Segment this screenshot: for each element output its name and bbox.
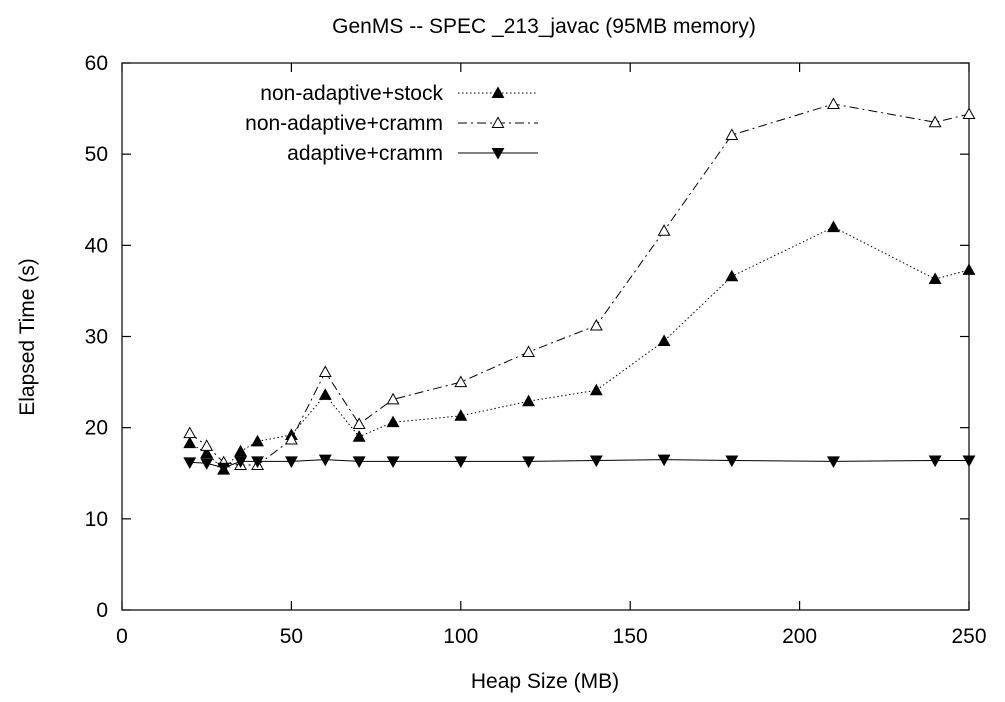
data-point — [522, 456, 536, 469]
x-tick-label: 200 — [782, 625, 817, 648]
data-point — [725, 128, 739, 141]
data-point — [200, 446, 214, 459]
data-point — [928, 115, 942, 128]
x-tick-label: 50 — [280, 625, 303, 648]
data-point — [234, 456, 248, 469]
data-point — [589, 383, 603, 396]
data-point — [200, 458, 214, 470]
data-point — [589, 318, 603, 331]
y-tick-label: 0 — [96, 599, 108, 622]
data-point — [657, 224, 671, 236]
data-point — [589, 455, 603, 468]
data-point — [725, 269, 739, 282]
y-tick-label: 40 — [85, 234, 108, 257]
data-point — [251, 434, 264, 447]
data-point — [962, 263, 976, 275]
data-point — [928, 272, 942, 285]
y-tick-label: 50 — [85, 143, 108, 166]
x-axis-title: Heap Size (MB) — [471, 670, 619, 693]
series-1 — [183, 97, 976, 471]
series-line — [189, 103, 970, 466]
legend-marker — [491, 148, 505, 160]
data-point — [386, 456, 400, 469]
data-point — [200, 439, 214, 451]
x-tick-label: 0 — [116, 625, 128, 648]
data-point — [386, 392, 400, 405]
data-point — [827, 456, 840, 469]
legend-marker — [491, 86, 505, 98]
series-group — [183, 97, 976, 475]
data-point — [657, 454, 671, 467]
x-tick-label: 250 — [951, 625, 986, 648]
y-axis-title: Elapsed Time (s) — [16, 258, 39, 416]
data-point — [318, 454, 332, 467]
data-point — [318, 388, 332, 400]
legend: non-adaptive+stock non-adaptive+cramm adap… — [245, 82, 538, 165]
data-point — [234, 444, 248, 457]
data-point — [284, 456, 298, 469]
data-point — [657, 334, 671, 347]
data-point — [827, 220, 840, 233]
data-point — [827, 97, 840, 110]
data-point — [454, 375, 468, 388]
y-tick-label: 60 — [85, 52, 108, 75]
data-point — [454, 456, 468, 469]
data-point — [386, 415, 400, 428]
data-point — [318, 365, 332, 378]
legend-label: adaptive+cramm — [287, 142, 443, 165]
data-point — [352, 417, 366, 429]
data-point — [522, 345, 536, 357]
data-point — [522, 394, 536, 407]
y-tick-label: 20 — [85, 417, 108, 440]
y-tick-label: 30 — [85, 326, 108, 349]
data-point — [928, 455, 942, 468]
y-tick-label: 10 — [85, 508, 108, 531]
data-point — [183, 457, 197, 469]
data-point — [251, 456, 264, 469]
legend-marker — [491, 116, 505, 128]
data-point — [183, 426, 197, 439]
data-point — [454, 409, 468, 421]
data-point — [217, 462, 231, 475]
data-point — [352, 430, 366, 442]
legend-label: non-adaptive+stock — [260, 82, 443, 105]
data-point — [725, 455, 739, 468]
data-point — [962, 107, 976, 120]
data-point — [183, 436, 197, 449]
chart-title: GenMS -- SPEC _213_javac (95MB memory) — [332, 15, 756, 38]
series-2 — [183, 454, 976, 475]
axis-ticks: 0 50 100 150 200 250 0 10 20 30 40 50 60 — [85, 52, 987, 648]
x-tick-label: 100 — [443, 625, 478, 648]
data-point — [284, 432, 298, 445]
x-tick-label: 150 — [613, 625, 648, 648]
data-point — [962, 455, 976, 468]
legend-label: non-adaptive+cramm — [245, 112, 443, 135]
data-point — [352, 456, 366, 469]
